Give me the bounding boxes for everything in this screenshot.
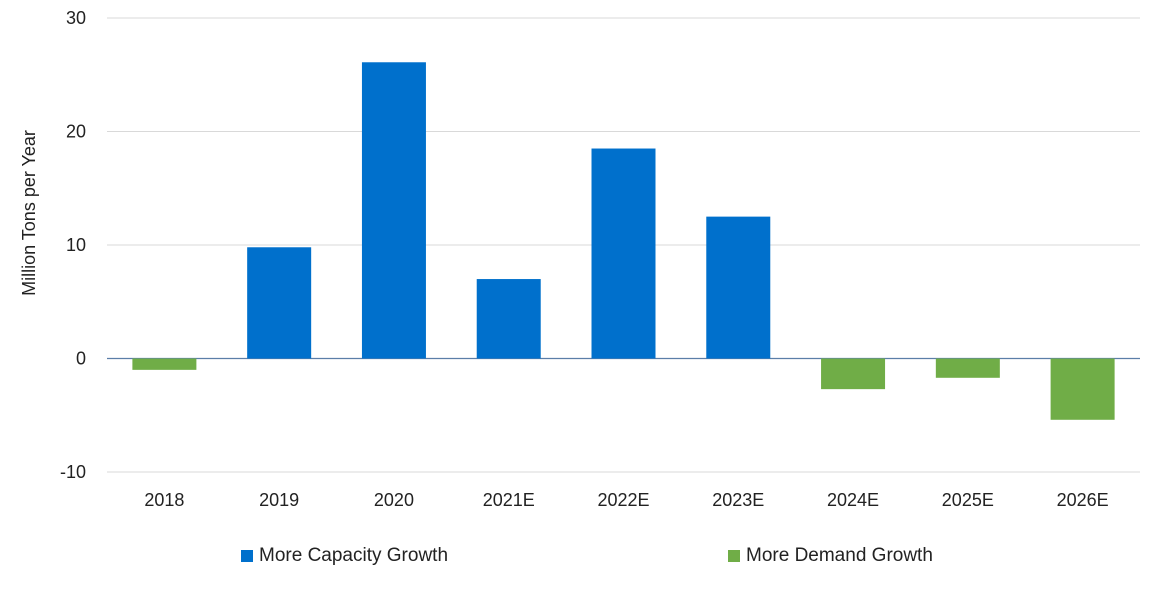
bar-2026E-demand [1050, 358, 1115, 420]
bar-2021E-capacity [476, 279, 541, 359]
legend-label-capacity: More Capacity Growth [259, 545, 449, 566]
y-axis-ticks: -10 0 10 20 30 [60, 8, 86, 482]
bar-2024E-demand [821, 358, 886, 390]
bar-2023E-capacity [706, 216, 771, 359]
x-tick-label: 2026E [1057, 490, 1109, 510]
legend-swatch-capacity [241, 550, 253, 562]
x-axis-ticks: 2018 2019 2020 2021E 2022E 2023E 2024E 2025E 202… [144, 490, 1108, 510]
y-tick-label: 10 [66, 235, 86, 255]
bar-2020-capacity [361, 62, 426, 359]
y-tick-label: 0 [76, 349, 86, 369]
x-tick-label: 2025E [942, 490, 994, 510]
bar-2019-capacity [247, 247, 312, 359]
legend-item-capacity: More Capacity Growth [241, 545, 448, 567]
bar-2025E-demand [935, 358, 1000, 378]
y-tick-label: -10 [60, 462, 86, 482]
x-tick-label: 2019 [259, 490, 299, 510]
bar-2022E-capacity [591, 148, 656, 359]
x-tick-label: 2020 [374, 490, 414, 510]
x-tick-label: 2023E [712, 490, 764, 510]
x-tick-label: 2021E [483, 490, 535, 510]
legend-label-demand: More Demand Growth [746, 545, 933, 566]
y-tick-label: 20 [66, 122, 86, 142]
bars [132, 62, 1115, 420]
legend-swatch-demand [728, 550, 740, 562]
y-tick-label: 30 [66, 8, 86, 28]
legend: More Capacity Growth More Demand Growth [0, 545, 1158, 575]
x-tick-label: 2024E [827, 490, 879, 510]
y-axis-title: Million Tons per Year [19, 130, 39, 296]
x-tick-label: 2018 [144, 490, 184, 510]
x-tick-label: 2022E [597, 490, 649, 510]
legend-item-demand: More Demand Growth [728, 545, 933, 567]
bar-2018-demand [132, 358, 197, 370]
